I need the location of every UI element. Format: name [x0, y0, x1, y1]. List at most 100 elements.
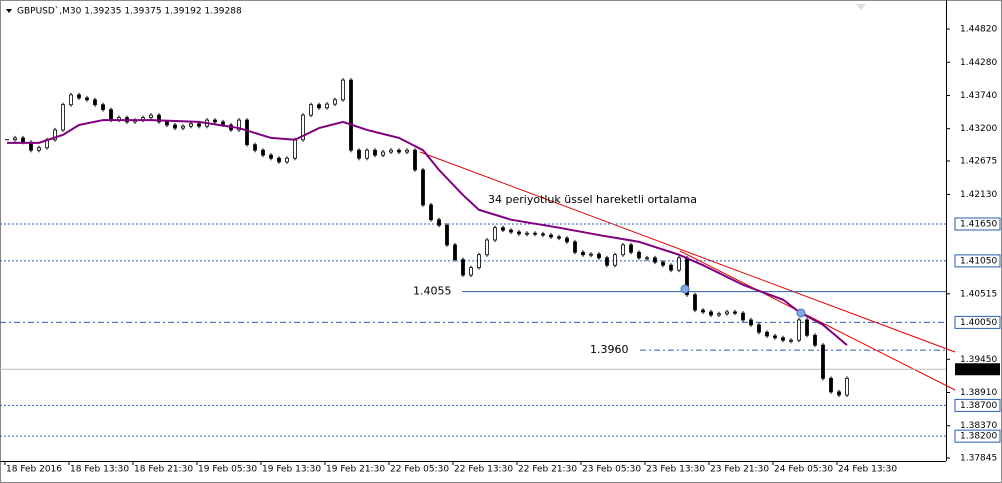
candle [69, 94, 73, 106]
candle [469, 267, 473, 276]
level-box [954, 254, 1001, 268]
x-tick-label: 23 Feb 05:30 [582, 465, 641, 475]
candle [405, 149, 409, 153]
candle [197, 123, 201, 127]
y-tick-label: 1.40515 [960, 289, 997, 299]
candle [149, 114, 153, 119]
candle [733, 311, 737, 314]
candle [709, 311, 713, 316]
candle [325, 103, 329, 109]
candle [589, 253, 593, 256]
candle [605, 257, 609, 266]
candle [573, 241, 577, 253]
candle [749, 319, 753, 326]
candle [277, 157, 281, 163]
candle [765, 331, 769, 337]
candle [477, 254, 481, 269]
candle [349, 79, 353, 151]
candle [501, 227, 505, 231]
candle [789, 339, 793, 342]
y-tick-label: 1.37845 [960, 453, 997, 463]
menu-arrow[interactable] [6, 9, 12, 13]
level-box [954, 315, 1001, 329]
candle [101, 104, 105, 111]
candle [93, 99, 97, 106]
candle [781, 337, 785, 341]
candle [173, 124, 177, 129]
candle [181, 125, 185, 129]
y-tick-label: 1.42130 [960, 190, 997, 200]
level-box [954, 217, 1001, 231]
candle [157, 114, 161, 123]
candle [525, 232, 529, 235]
y-tick-label: 1.43740 [960, 91, 997, 101]
candle [77, 94, 81, 99]
candle [189, 123, 193, 127]
candle [837, 391, 841, 396]
candle [357, 149, 361, 159]
x-tick-label: 18 Feb 13:30 [70, 465, 129, 475]
candle [517, 231, 521, 235]
candle [557, 236, 561, 239]
candle [85, 97, 89, 101]
ema-line [7, 119, 848, 346]
level-label: 1.38200 [960, 432, 997, 442]
candle [757, 324, 761, 333]
candle [629, 244, 633, 253]
y-tick-label: 1.44280 [960, 58, 997, 68]
candle [397, 149, 401, 153]
candle [301, 114, 305, 141]
candle [541, 233, 545, 236]
candle [653, 257, 657, 263]
x-tick-label: 22 Feb 21:30 [518, 465, 577, 475]
candle [37, 147, 41, 151]
current-price-label: 1.39288 [960, 365, 997, 375]
anchor-point[interactable] [680, 284, 690, 294]
x-tick-label: 24 Feb 05:30 [774, 465, 833, 475]
candle [701, 309, 705, 313]
candle [413, 149, 417, 171]
anchor-point[interactable] [796, 308, 806, 318]
x-tick-label: 19 Feb 13:30 [262, 465, 321, 475]
x-tick-label: 19 Feb 21:30 [326, 465, 385, 475]
y-tick-label: 1.39450 [960, 355, 997, 365]
level-box [954, 429, 1001, 443]
candle [797, 319, 801, 341]
candle [165, 121, 169, 126]
annotation: 34 periyotluk üssel hareketli ortalama [488, 193, 697, 206]
y-tick-label: 1.42675 [960, 156, 997, 166]
candle [645, 257, 649, 260]
candle [333, 99, 337, 105]
candle [213, 119, 217, 123]
scroll-arrow[interactable] [856, 4, 866, 10]
candle [21, 137, 25, 143]
candle [621, 244, 625, 256]
candle [365, 149, 369, 159]
candle [253, 144, 257, 151]
candle [669, 264, 673, 271]
candle [637, 251, 641, 259]
candle [245, 119, 249, 146]
candle [317, 104, 321, 109]
candle [565, 237, 569, 243]
candle [597, 253, 601, 259]
chart-header: GBPUSD`,M30 1.39235 1.39375 1.39192 1.39… [17, 6, 242, 17]
candle [693, 294, 697, 311]
candle [613, 254, 617, 266]
level-box [954, 398, 1001, 412]
candle [237, 119, 241, 131]
x-tick-label: 18 Feb 2016 [6, 465, 62, 475]
candle [429, 204, 433, 221]
candle [493, 227, 497, 241]
candle [341, 79, 345, 101]
level-label: 1.41050 [960, 256, 997, 266]
candle [53, 129, 57, 141]
candle [829, 377, 833, 393]
candle [509, 229, 513, 233]
level-label: 1.38700 [960, 401, 997, 411]
y-tick-label: 1.43200 [960, 124, 997, 134]
level-label: 1.40050 [960, 318, 997, 328]
candle [389, 149, 393, 153]
